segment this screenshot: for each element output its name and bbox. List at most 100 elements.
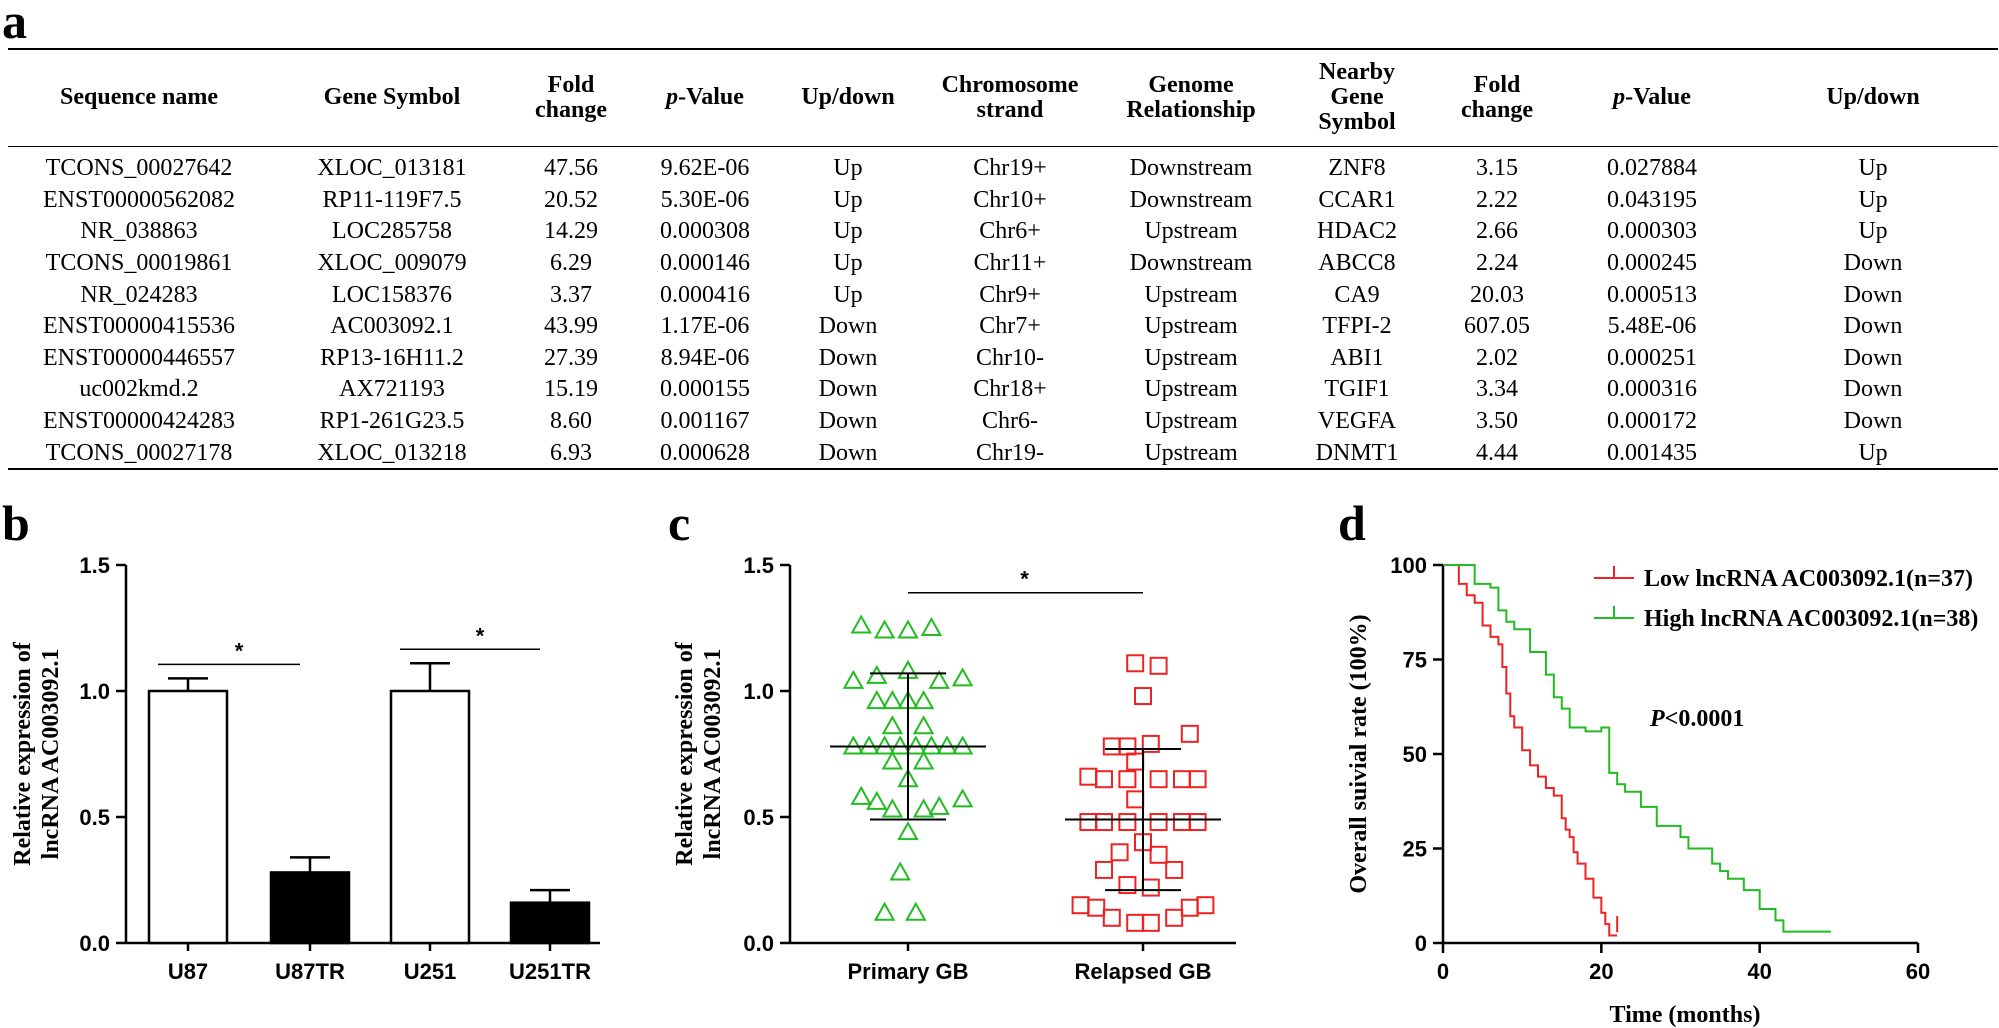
cell-p-value: 0.001167 — [660, 408, 750, 435]
cell-chromosome-strand: Chr19+ — [973, 155, 1047, 182]
data-point-square — [1141, 878, 1160, 897]
cell-up-down: Up — [833, 250, 863, 277]
cell-chromosome-strand: Chr11+ — [973, 250, 1047, 277]
data-point-square — [1079, 767, 1098, 786]
data-point-square — [1118, 876, 1137, 895]
data-point-triangle — [866, 664, 888, 684]
data-point-triangle — [905, 901, 927, 921]
cell-fold-change-2: 2.02 — [1476, 344, 1518, 371]
y-axis-label: Overall suivial rate (100%) — [1346, 614, 1372, 893]
cell-nearby-gene-symbol: VEGFA — [1317, 408, 1397, 435]
y-tick-label: 1.0 — [79, 679, 110, 704]
col-header-gene-symbol: Gene Symbol — [323, 84, 461, 111]
data-point-square — [1188, 770, 1207, 789]
table-row: TCONS_00027178 XLOC_013218 6.93 0.000628 Dow… — [8, 437, 1998, 470]
y-axis-label-line1: Relative expression of — [10, 641, 36, 866]
cell-chromosome-strand: Chr7+ — [979, 313, 1041, 340]
data-point-square — [1141, 913, 1160, 932]
cell-up-down-2: Down — [1843, 313, 1903, 340]
data-point-square — [1087, 898, 1106, 917]
data-point-triangle — [912, 798, 935, 818]
cell-fold-change: 3.37 — [550, 281, 592, 308]
data-point-square — [1149, 656, 1168, 675]
data-point-triangle — [897, 619, 919, 639]
cell-up-down: Up — [833, 155, 863, 182]
col-header-nearby-gene-symbol: Nearby Gene Symbol — [1318, 58, 1396, 136]
data-point-triangle — [873, 619, 896, 639]
data-point-square — [1118, 737, 1137, 756]
cell-p-value-2: 0.043195 — [1607, 186, 1697, 213]
bar-u251tr — [509, 901, 591, 945]
table-row: ENST00000415536 AC003092.1 43.99 1.17E-06 Do… — [8, 310, 1998, 342]
panel-label-d: d — [1338, 495, 1366, 551]
cell-gene-symbol: XLOC_013218 — [317, 439, 467, 466]
cell-fold-change-2: 607.05 — [1464, 313, 1530, 340]
cell-p-value: 0.000308 — [660, 218, 750, 245]
cell-p-value-2: 5.48E-06 — [1607, 313, 1697, 340]
x-tick-label: U87TR — [275, 959, 345, 984]
data-point-triangle — [866, 690, 888, 710]
legend-label: Low lncRNA AC003092.1(n=37) — [1644, 566, 1973, 592]
cell-gene-symbol: XLOC_009079 — [317, 250, 467, 277]
cell-nearby-gene-symbol: ABCC8 — [1318, 250, 1396, 277]
cell-genome-relationship: Downstream — [1129, 250, 1253, 277]
cell-sequence-name: ENST00000415536 — [43, 313, 235, 340]
cell-sequence-name: NR_024283 — [80, 281, 198, 308]
y-tick-label: 1.5 — [743, 553, 774, 578]
cell-nearby-gene-symbol: CCAR1 — [1318, 186, 1396, 213]
cell-gene-symbol: LOC158376 — [332, 281, 452, 308]
cell-nearby-gene-symbol: CA9 — [1334, 281, 1380, 308]
table-row: TCONS_00027642 XLOC_013181 47.56 9.62E-06 Up… — [8, 146, 1998, 184]
x-tick-label: Primary GB — [847, 959, 968, 984]
data-point-triangle — [866, 790, 888, 810]
y-tick-label: 1.5 — [79, 553, 110, 578]
p-value-italic: P — [1649, 706, 1665, 732]
cell-fold-change-2: 3.50 — [1476, 408, 1518, 435]
data-point-triangle — [881, 798, 904, 818]
cell-nearby-gene-symbol: DNMT1 — [1315, 439, 1399, 466]
cell-gene-symbol: AX721193 — [339, 376, 445, 403]
y-axis-label: Relative expression oflncRNA AC003092.1 — [10, 641, 64, 866]
data-point-square — [1180, 724, 1199, 743]
col-header-up-down-2: Up/down — [1826, 84, 1920, 111]
x-tick-label: U87 — [168, 959, 208, 984]
cell-up-down-2: Down — [1843, 281, 1903, 308]
data-point-triangle — [912, 750, 935, 770]
cell-fold-change: 15.19 — [544, 376, 598, 403]
cell-chromosome-strand: Chr6+ — [979, 218, 1041, 245]
cell-fold-change-2: 3.34 — [1476, 376, 1518, 403]
data-point-square — [1118, 770, 1137, 789]
cell-sequence-name: TCONS_00027178 — [45, 439, 233, 466]
col-header-p-value: p-Value — [666, 84, 744, 111]
data-point-square — [1165, 908, 1184, 927]
cell-up-down: Up — [833, 281, 863, 308]
table-header-row: Sequence name Gene Symbol Fold change p-V… — [8, 49, 1998, 146]
x-tick-label: 60 — [1906, 959, 1930, 984]
data-point-square — [1126, 752, 1145, 771]
cell-nearby-gene-symbol: TGIF1 — [1324, 376, 1390, 403]
table-row: ENST00000562082 RP11-119F7.5 20.52 5.30E-06… — [8, 184, 1998, 216]
p-value-annotation: P<0.0001 — [1649, 706, 1744, 732]
col-header-sequence-name: Sequence name — [60, 84, 218, 111]
data-point-square — [1110, 843, 1129, 862]
cell-fold-change: 20.52 — [544, 186, 598, 213]
cell-p-value-2: 0.000316 — [1607, 376, 1697, 403]
table-row: TCONS_00019861 XLOC_009079 6.29 0.000146 Up C… — [8, 247, 1998, 279]
cell-fold-change-2: 4.44 — [1476, 439, 1518, 466]
x-tick-label: 20 — [1589, 959, 1613, 984]
data-point-square — [1095, 860, 1113, 879]
data-point-square — [1118, 813, 1137, 832]
data-point-square — [1095, 770, 1113, 789]
data-point-square — [1079, 813, 1098, 832]
cell-fold-change: 43.99 — [544, 313, 598, 340]
data-point-square — [1149, 813, 1168, 832]
cell-sequence-name: ENST00000424283 — [43, 408, 235, 435]
cell-fold-change: 6.29 — [550, 250, 592, 277]
table-row: ENST00000446557 RP13-16H11.2 27.39 8.94E-06… — [8, 342, 1998, 374]
cell-fold-change: 14.29 — [544, 218, 598, 245]
x-axis-label: Time (months) — [1610, 1002, 1761, 1028]
cell-genome-relationship: Upstream — [1144, 344, 1238, 371]
cell-p-value-2: 0.000172 — [1607, 408, 1697, 435]
p-value-rest: <0.0001 — [1665, 706, 1745, 732]
cell-p-value: 0.000146 — [660, 250, 750, 277]
